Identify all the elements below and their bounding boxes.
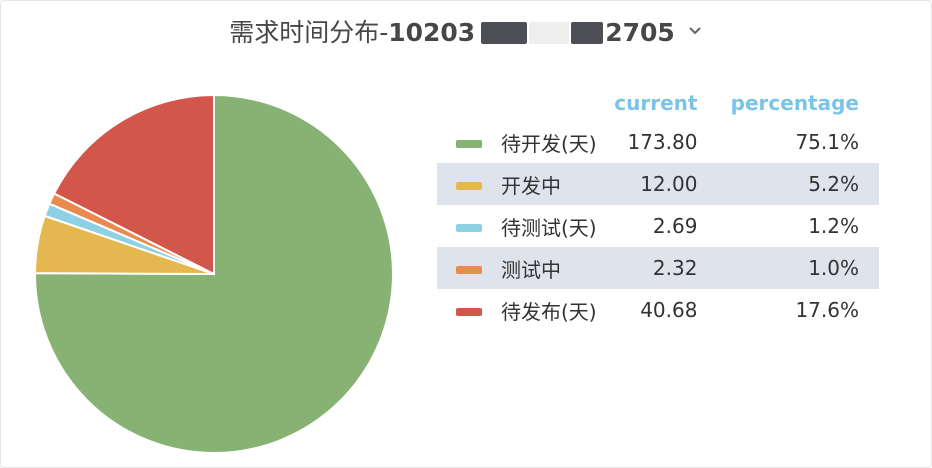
panel-title[interactable]: 需求时间分布-10203 2705 <box>229 13 675 49</box>
redaction-block <box>529 22 570 44</box>
panel-header: 需求时间分布-10203 2705 <box>1 13 931 49</box>
legend-row[interactable]: 待发布(天) 40.68 17.6% <box>437 289 879 331</box>
legend-current-value: 2.69 <box>652 214 698 238</box>
legend-percentage-value: 5.2% <box>717 163 879 205</box>
legend-label: 待发布(天) <box>501 299 597 324</box>
legend-column-percentage[interactable]: percentage <box>730 91 859 115</box>
legend-swatch <box>456 223 482 232</box>
legend-current-value: 40.68 <box>640 298 698 322</box>
title-prefix: 需求时间分布- <box>229 18 389 47</box>
pie-chart <box>31 91 397 457</box>
legend-swatch <box>456 139 482 148</box>
pie-slice-1[interactable] <box>33 93 394 454</box>
legend-swatch <box>456 265 482 274</box>
legend-current-value: 2.32 <box>605 247 718 289</box>
title-id: 10203 <box>388 18 476 47</box>
pie-slice-5[interactable] <box>52 93 215 276</box>
legend-table: current percentage 待开发(天) 173.80 75.1% 开发中 1… <box>437 85 879 331</box>
redaction-block <box>571 22 604 44</box>
title-suffix: 2705 <box>605 18 675 47</box>
legend-column-current[interactable]: current <box>614 91 698 115</box>
pie-chart-svg <box>33 93 394 454</box>
legend-header-row: current percentage <box>437 85 879 121</box>
legend-swatch <box>456 181 482 190</box>
legend-label: 开发中 <box>501 163 606 205</box>
legend-row[interactable]: 待开发(天) 173.80 75.1% <box>437 121 879 163</box>
legend-label: 测试中 <box>501 247 606 289</box>
legend-row[interactable]: 待测试(天) 2.69 1.2% <box>437 205 879 247</box>
legend-label: 待开发(天) <box>501 131 597 156</box>
legend-percentage-value: 1.0% <box>717 247 879 289</box>
legend-percentage-value: 17.6% <box>795 298 859 322</box>
legend-percentage-value: 75.1% <box>795 130 859 154</box>
legend-row[interactable]: 测试中 2.32 1.0% <box>437 247 879 289</box>
legend-percentage-value: 1.2% <box>808 214 859 238</box>
legend-label: 待测试(天) <box>501 215 597 240</box>
legend-row[interactable]: 开发中 12.00 5.2% <box>437 163 879 205</box>
legend-current-value: 173.80 <box>627 130 698 154</box>
legend-swatch <box>456 307 482 316</box>
redaction-block <box>481 22 528 44</box>
legend-current-value: 12.00 <box>605 163 718 205</box>
chevron-down-icon[interactable] <box>685 21 705 41</box>
